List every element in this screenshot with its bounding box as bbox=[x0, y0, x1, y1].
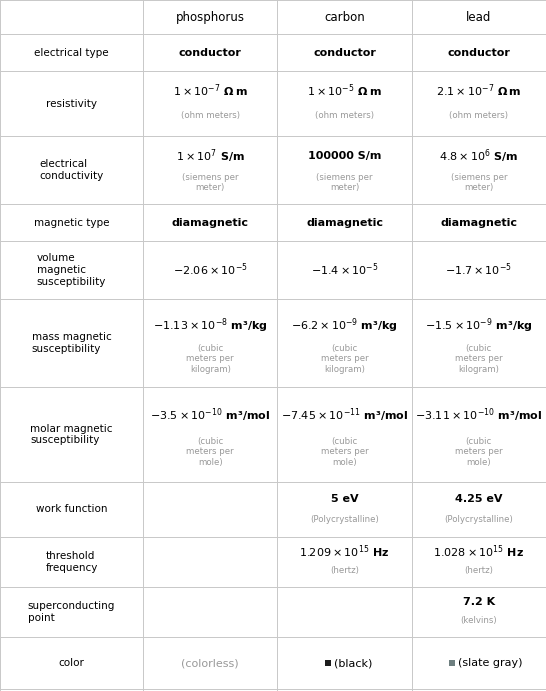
Text: 100000 S/m: 100000 S/m bbox=[308, 151, 381, 162]
Text: magnetic type: magnetic type bbox=[34, 218, 109, 227]
Text: (colorless): (colorless) bbox=[181, 658, 239, 668]
Text: superconducting
point: superconducting point bbox=[28, 601, 115, 623]
Text: color: color bbox=[58, 658, 85, 668]
Text: (hertz): (hertz) bbox=[465, 567, 493, 576]
Text: (siemens per
meter): (siemens per meter) bbox=[182, 173, 239, 192]
Text: diamagnetic: diamagnetic bbox=[171, 218, 249, 227]
Text: (cubic
meters per
mole): (cubic meters per mole) bbox=[455, 437, 503, 466]
Text: (ohm meters): (ohm meters) bbox=[449, 111, 508, 120]
Text: work function: work function bbox=[36, 504, 107, 515]
Text: (siemens per
meter): (siemens per meter) bbox=[316, 173, 373, 192]
Text: diamagnetic: diamagnetic bbox=[306, 218, 383, 227]
Text: 7.2 K: 7.2 K bbox=[463, 597, 495, 607]
Text: $-3.11\times10^{-10}$ m³/mol: $-3.11\times10^{-10}$ m³/mol bbox=[415, 407, 543, 424]
Text: (kelvins): (kelvins) bbox=[460, 616, 497, 625]
Text: conductor: conductor bbox=[179, 48, 242, 57]
Text: $-2.06\times10^{-5}$: $-2.06\times10^{-5}$ bbox=[173, 262, 247, 278]
Text: $1.028\times10^{15}$ Hz: $1.028\times10^{15}$ Hz bbox=[434, 544, 524, 560]
Text: $-1.4\times10^{-5}$: $-1.4\times10^{-5}$ bbox=[311, 262, 378, 278]
Text: (black): (black) bbox=[335, 658, 373, 668]
Text: (siemens per
meter): (siemens per meter) bbox=[450, 173, 507, 192]
Text: $-7.45\times10^{-11}$ m³/mol: $-7.45\times10^{-11}$ m³/mol bbox=[281, 407, 408, 424]
Text: $-6.2\times10^{-9}$ m³/kg: $-6.2\times10^{-9}$ m³/kg bbox=[291, 316, 398, 334]
Text: diamagnetic: diamagnetic bbox=[440, 218, 518, 227]
Text: (Polycrystalline): (Polycrystalline) bbox=[310, 515, 379, 524]
Bar bbox=[325, 660, 331, 666]
Text: lead: lead bbox=[466, 10, 491, 23]
Text: 5 eV: 5 eV bbox=[331, 493, 358, 504]
Text: (cubic
meters per
mole): (cubic meters per mole) bbox=[186, 437, 234, 466]
Text: electrical type: electrical type bbox=[34, 48, 109, 57]
Text: $1\times10^{-5}$ Ω m: $1\times10^{-5}$ Ω m bbox=[307, 82, 382, 99]
Text: (cubic
meters per
mole): (cubic meters per mole) bbox=[321, 437, 369, 466]
Text: threshold
frequency: threshold frequency bbox=[45, 551, 98, 573]
Text: $2.1\times10^{-7}$ Ω m: $2.1\times10^{-7}$ Ω m bbox=[436, 82, 521, 99]
Text: (slate gray): (slate gray) bbox=[459, 658, 523, 668]
Text: conductor: conductor bbox=[313, 48, 376, 57]
Text: electrical
conductivity: electrical conductivity bbox=[39, 159, 104, 181]
Text: $-1.13\times10^{-8}$ m³/kg: $-1.13\times10^{-8}$ m³/kg bbox=[153, 316, 268, 334]
Text: 4.25 eV: 4.25 eV bbox=[455, 493, 502, 504]
Text: phosphorus: phosphorus bbox=[176, 10, 245, 23]
Text: (cubic
meters per
kilogram): (cubic meters per kilogram) bbox=[321, 344, 369, 374]
Text: $4.8\times10^{6}$ S/m: $4.8\times10^{6}$ S/m bbox=[439, 148, 519, 165]
Text: (ohm meters): (ohm meters) bbox=[181, 111, 240, 120]
Text: molar magnetic
susceptibility: molar magnetic susceptibility bbox=[30, 424, 113, 445]
Text: carbon: carbon bbox=[324, 10, 365, 23]
Text: conductor: conductor bbox=[447, 48, 511, 57]
Text: $1.209\times10^{15}$ Hz: $1.209\times10^{15}$ Hz bbox=[299, 544, 390, 560]
Text: (cubic
meters per
kilogram): (cubic meters per kilogram) bbox=[455, 344, 503, 374]
Text: $-1.7\times10^{-5}$: $-1.7\times10^{-5}$ bbox=[446, 262, 512, 278]
Text: $-1.5\times10^{-9}$ m³/kg: $-1.5\times10^{-9}$ m³/kg bbox=[425, 316, 532, 334]
Text: (Polycrystalline): (Polycrystalline) bbox=[444, 515, 513, 524]
Text: resistivity: resistivity bbox=[46, 99, 97, 108]
Text: $1\times10^{7}$ S/m: $1\times10^{7}$ S/m bbox=[176, 148, 245, 165]
Text: $-3.5\times10^{-10}$ m³/mol: $-3.5\times10^{-10}$ m³/mol bbox=[150, 407, 270, 424]
Text: (ohm meters): (ohm meters) bbox=[315, 111, 374, 120]
Text: mass magnetic
susceptibility: mass magnetic susceptibility bbox=[32, 332, 111, 354]
Text: $1\times10^{-7}$ Ω m: $1\times10^{-7}$ Ω m bbox=[173, 82, 248, 99]
Text: (cubic
meters per
kilogram): (cubic meters per kilogram) bbox=[186, 344, 234, 374]
Bar bbox=[449, 660, 455, 666]
Text: (hertz): (hertz) bbox=[330, 567, 359, 576]
Text: volume
magnetic
susceptibility: volume magnetic susceptibility bbox=[37, 254, 106, 287]
